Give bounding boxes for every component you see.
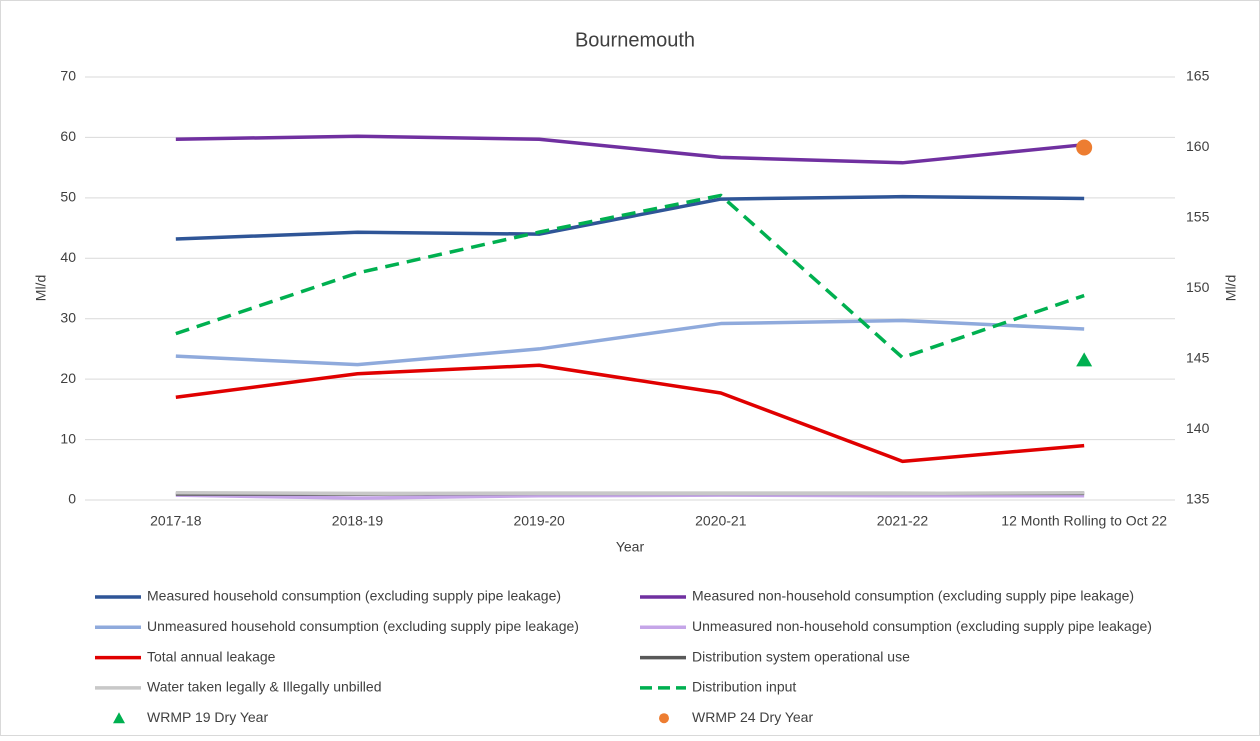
legend-label: Distribution system operational use <box>692 648 910 664</box>
y2-tick-label: 145 <box>1186 350 1210 366</box>
legend-label: Measured household consumption (excludin… <box>147 588 561 604</box>
series-line <box>175 134 1085 165</box>
legend-label: Total annual leakage <box>147 648 276 664</box>
y-tick-label: 10 <box>60 430 76 446</box>
legend-label: Water taken legally & Illegally unbilled <box>147 679 382 695</box>
x-tick-label: 12 Month Rolling to Oct 22 <box>1001 513 1167 529</box>
series-line <box>175 493 1085 500</box>
y2-tick-label: 140 <box>1186 420 1210 436</box>
legend-label: Distribution input <box>692 679 796 695</box>
series-line <box>175 490 1085 496</box>
marker <box>1076 352 1093 367</box>
series-line <box>175 194 1085 241</box>
x-tick-label: 2019-20 <box>513 513 565 529</box>
marker <box>1076 139 1093 156</box>
series-line <box>175 318 1085 367</box>
y2-tick-label: 160 <box>1186 138 1210 154</box>
chart-title: Bournemouth <box>575 29 695 51</box>
x-axis-title: Year <box>616 539 645 555</box>
y-tick-label: 60 <box>60 128 76 144</box>
y-tick-label: 70 <box>60 68 76 84</box>
legend-label: Measured non-household consumption (excl… <box>692 588 1134 604</box>
x-tick-label: 2018-19 <box>332 513 384 529</box>
legend-label: Unmeasured non-household consumption (ex… <box>692 618 1152 634</box>
legend-symbol <box>113 712 125 724</box>
y-tick-label: 0 <box>68 491 76 507</box>
x-tick-label: 2021-22 <box>877 513 929 529</box>
legend-symbol <box>659 713 669 724</box>
y-tick-label: 40 <box>60 249 76 265</box>
series-line <box>175 193 1085 360</box>
x-tick-label: 2020-21 <box>695 513 747 529</box>
legend-label: WRMP 19 Dry Year <box>147 709 268 725</box>
y2-tick-label: 150 <box>1186 279 1210 295</box>
y2-tick-label: 155 <box>1186 209 1210 225</box>
y-tick-label: 30 <box>60 309 76 325</box>
y-axis-title: Ml/d <box>33 275 49 301</box>
y2-axis-title: Ml/d <box>1223 275 1239 301</box>
y2-tick-label: 135 <box>1186 491 1210 507</box>
legend-label: Unmeasured household consumption (exclud… <box>147 618 579 634</box>
y-tick-label: 50 <box>60 189 76 205</box>
y2-tick-label: 165 <box>1186 68 1210 84</box>
y-tick-label: 20 <box>60 370 76 386</box>
legend-label: WRMP 24 Dry Year <box>692 709 813 725</box>
series-line <box>175 363 1085 464</box>
x-tick-label: 2017-18 <box>150 513 202 529</box>
